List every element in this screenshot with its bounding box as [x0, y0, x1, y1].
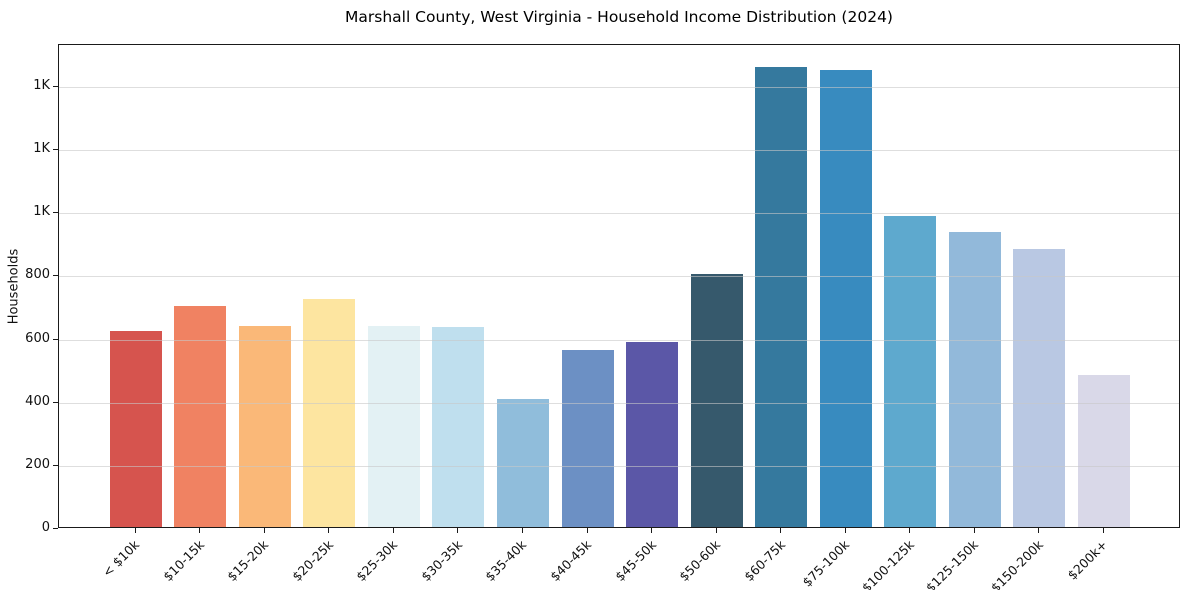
chart-title: Marshall County, West Virginia - Househo…: [345, 8, 893, 26]
x-tick-label: $10-15k: [159, 537, 207, 585]
gridline: [59, 339, 1179, 341]
x-tick-label: $30-35k: [418, 537, 466, 585]
y-tick: [53, 275, 58, 277]
y-tick-label: 600: [25, 330, 50, 346]
x-tick-label: $50-60k: [676, 537, 724, 585]
bar-$75-100k: [819, 69, 872, 527]
x-tick-label: $35-40k: [482, 537, 530, 585]
x-tick-label: $125-150k: [923, 537, 982, 590]
bar-$40-45k: [561, 349, 614, 527]
bar-$25-30k: [367, 325, 420, 527]
x-tick-label: $45-50k: [611, 537, 659, 585]
gridline: [59, 213, 1179, 215]
x-tick: [522, 528, 523, 533]
gridline: [59, 276, 1179, 278]
y-tick: [53, 212, 58, 214]
x-tick-label: $100-125k: [858, 537, 917, 590]
x-tick: [263, 528, 265, 533]
bar-$20-25k: [303, 299, 356, 527]
x-tick-label: $200k+: [1064, 537, 1111, 583]
x-tick: [1038, 528, 1040, 533]
y-tick: [53, 401, 58, 403]
x-tick-label: $25-30k: [353, 537, 401, 585]
y-tick: [53, 149, 58, 151]
x-tick: [1102, 528, 1104, 533]
bar-$125-150k: [948, 232, 1001, 527]
y-tick: [53, 528, 58, 529]
y-tick-label: 400: [25, 393, 50, 409]
y-tick: [53, 85, 58, 87]
y-tick-label: 0: [41, 520, 50, 535]
bar-$150-200k: [1013, 249, 1066, 527]
x-tick-label: $20-25k: [288, 537, 336, 585]
bar-$30-35k: [432, 326, 485, 527]
x-tick: [651, 528, 653, 533]
gridline: [59, 86, 1179, 88]
x-tick-label: $75-100k: [799, 537, 853, 590]
y-tick: [53, 338, 58, 340]
bar-$60-75k: [755, 66, 808, 527]
bar-$200k+: [1077, 374, 1130, 527]
bar-$50-60k: [690, 274, 743, 527]
y-tick: [53, 464, 58, 466]
x-tick: [134, 528, 136, 533]
x-tick: [392, 528, 394, 533]
bar-$35-40k: [497, 399, 549, 527]
x-tick: [199, 528, 201, 533]
x-tick-label: $60-75k: [740, 537, 788, 585]
bar-$100-125k: [884, 216, 937, 527]
gridline: [59, 465, 1179, 467]
x-tick-label: $40-45k: [547, 537, 595, 585]
x-tick-label: < $10k: [99, 537, 143, 580]
x-tick: [973, 528, 975, 533]
bar-$10-15k: [174, 306, 227, 527]
y-tick-label: 1K: [33, 141, 50, 157]
y-tick-label: 200: [25, 456, 50, 472]
bar-$45-50k: [626, 342, 679, 527]
y-tick-label: 1K: [33, 204, 50, 220]
x-tick: [328, 528, 330, 533]
x-tick: [715, 528, 717, 533]
y-tick-label: 800: [25, 267, 50, 283]
x-tick: [780, 528, 782, 533]
x-tick: [909, 528, 911, 533]
x-tick: [844, 528, 846, 533]
y-tick-label: 1K: [33, 77, 50, 93]
x-tick-label: $15-20k: [224, 537, 272, 585]
gridline: [59, 150, 1179, 152]
x-tick: [586, 528, 588, 533]
bar-$15-20k: [238, 326, 291, 527]
gridline: [59, 402, 1179, 404]
plot-area: [58, 44, 1180, 528]
x-tick-label: $150-200k: [987, 537, 1046, 590]
bar-< $10k: [109, 330, 162, 527]
x-tick: [457, 528, 459, 533]
